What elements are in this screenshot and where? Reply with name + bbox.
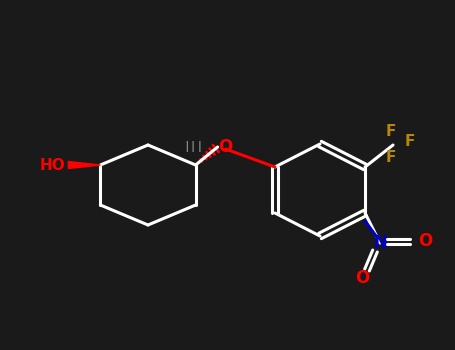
Text: |||: |||	[183, 141, 204, 153]
Polygon shape	[68, 161, 101, 168]
Text: O: O	[418, 232, 432, 250]
Text: N: N	[373, 234, 387, 252]
Text: O: O	[217, 138, 232, 156]
Text: F: F	[386, 124, 396, 139]
Text: F: F	[405, 133, 415, 148]
Text: HO: HO	[40, 158, 66, 173]
Text: O: O	[355, 269, 369, 287]
Text: F: F	[386, 149, 396, 164]
